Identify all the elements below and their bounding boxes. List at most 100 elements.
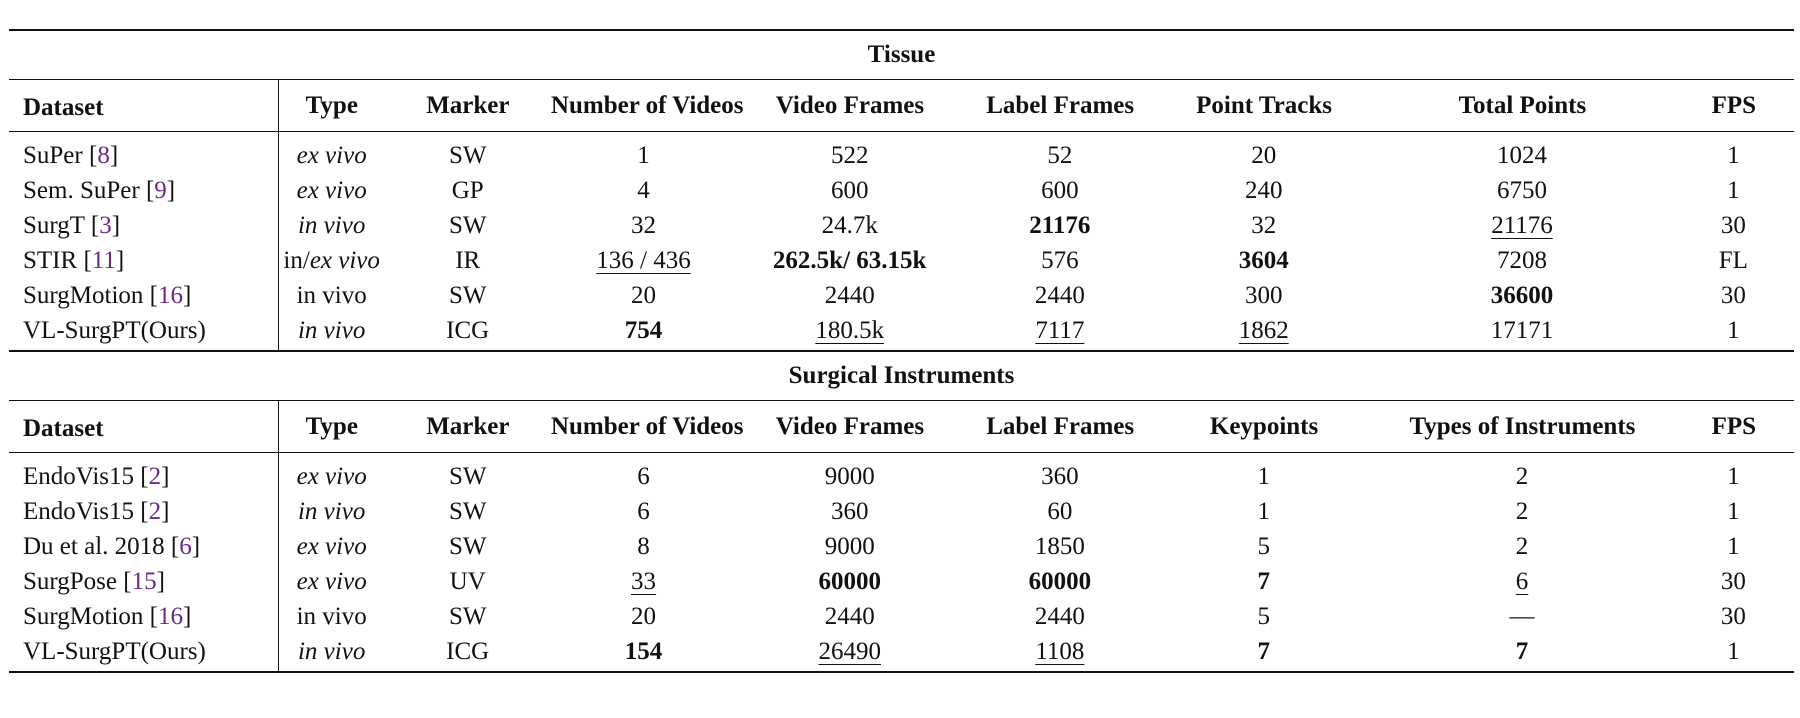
marker-cell: SW [448, 532, 487, 560]
type-cell: in vivo [297, 497, 366, 525]
value-cell: 8 [551, 529, 737, 564]
marker-cell: ICG [446, 316, 490, 344]
value-cell: 21176 [963, 208, 1157, 243]
value-cell: — [1371, 599, 1673, 634]
type-value: ex vivo [309, 246, 380, 274]
citation-link[interactable]: 6 [179, 532, 192, 560]
cell-value: 60000 [1028, 567, 1092, 595]
dataset-name-cell: Sem. SuPer [9] [9, 173, 279, 208]
citation-link[interactable]: 16 [157, 281, 183, 309]
table-rule [9, 29, 1794, 31]
value-cell: 3604 [1157, 243, 1371, 278]
cell-value: 2 [1515, 462, 1529, 490]
value-cell: 9000 [736, 529, 963, 564]
value-cell: 2440 [963, 278, 1157, 313]
dataset-name-cell: SurgPose [15] [9, 564, 279, 599]
value-cell: 32 [551, 208, 737, 243]
cell-value: 7 [1515, 637, 1529, 665]
dataset-name-cell: SuPer [8] [9, 132, 279, 173]
value-cell: 1108 [963, 634, 1157, 671]
marker-cell: SW [448, 602, 487, 630]
cell-value: 52 [1047, 141, 1073, 169]
dataset-name-cell: Du et al. 2018 [6] [9, 529, 279, 564]
cell-value: 2440 [824, 281, 875, 309]
table-rule [9, 452, 1794, 453]
citation-link[interactable]: 8 [97, 141, 110, 169]
dataset-name-cell: VL-SurgPT(Ours) [9, 313, 279, 350]
value-cell: 2 [1371, 494, 1673, 529]
cell-value: 36600 [1490, 281, 1554, 309]
cell-value: 240 [1244, 176, 1283, 204]
value-cell: 1 [1157, 453, 1371, 494]
dataset-name-cell: STIR [11] [9, 243, 279, 278]
column-header: Video Frames [775, 412, 925, 440]
value-cell: 36600 [1371, 278, 1673, 313]
citation-link[interactable]: 16 [157, 602, 183, 630]
dataset-name-cell: VL-SurgPT(Ours) [9, 634, 279, 671]
value-cell: 576 [963, 243, 1157, 278]
value-cell: 2 [1371, 453, 1673, 494]
cell-value: 1 [1257, 462, 1270, 490]
citation-link[interactable]: 3 [99, 211, 112, 239]
cell-value: 5 [1257, 602, 1270, 630]
value-cell: 262.5k/ 63.15k [736, 243, 963, 278]
header-row: Dataset Type Marker Number of Videos Video F… [9, 80, 1794, 131]
table-rule [9, 131, 1794, 132]
type-cell: in vivo [296, 281, 367, 309]
value-cell: 20 [551, 278, 737, 313]
table-row: Sem. SuPer [9] ex vivo GP 4 600 600 240 6750 1 [9, 173, 1794, 208]
cell-value: 2 [1515, 497, 1529, 525]
type-cell: ex vivo [296, 567, 367, 595]
value-cell: 7117 [963, 313, 1157, 350]
section-body: SuPer [8] ex vivo SW 1 522 52 20 1024 1 Sem. SuPe… [9, 132, 1794, 350]
citation-link[interactable]: 15 [131, 567, 157, 595]
cell-value: — [1509, 602, 1535, 630]
table-rule [9, 79, 1794, 80]
marker-cell: UV [449, 567, 486, 595]
citation-link[interactable]: 2 [148, 462, 162, 490]
type-cell: ex vivo [296, 462, 367, 490]
value-cell: 6 [1371, 564, 1673, 599]
citation-link[interactable]: 11 [91, 246, 116, 274]
table-row: SurgMotion [16] in vivo SW 20 2440 2440 5 — 30 [9, 599, 1794, 634]
value-cell: FL [1673, 243, 1793, 278]
table-row: EndoVis15 [2] ex vivo SW 6 9000 360 1 2 1 [9, 453, 1794, 494]
dataset-name: SurgT [23, 211, 85, 239]
cell-value: 1 [1727, 532, 1740, 560]
dataset-name: EndoVis15 [23, 497, 134, 525]
cell-value: 180.5k [815, 316, 885, 344]
cell-value: 21176 [1491, 211, 1553, 239]
cell-value: 1 [1727, 316, 1740, 344]
column-header: Point Tracks [1196, 91, 1333, 119]
marker-cell: SW [448, 462, 487, 490]
cell-value: 600 [1041, 176, 1079, 204]
value-cell: 30 [1673, 599, 1793, 634]
column-header: Number of Videos [550, 412, 744, 440]
value-cell: 24.7k [736, 208, 963, 243]
cell-value: 2 [1515, 532, 1529, 560]
marker-cell: GP [451, 176, 484, 204]
value-cell: 154 [551, 634, 737, 671]
citation-link[interactable]: 9 [154, 176, 167, 204]
cell-value: 1 [1727, 141, 1740, 169]
marker-cell: SW [448, 141, 487, 169]
value-cell: 1850 [963, 529, 1157, 564]
cell-value: 2440 [1034, 602, 1085, 630]
cell-value: 20 [631, 602, 657, 630]
column-header: Type [305, 91, 358, 119]
value-cell: 6 [551, 494, 737, 529]
citation-link[interactable]: 2 [148, 497, 162, 525]
dataset-name: SurgMotion [23, 281, 144, 309]
cell-value: 24.7k [821, 211, 878, 239]
cell-value: 7 [1257, 637, 1270, 665]
cell-value: 1 [1727, 462, 1740, 490]
value-cell: 1 [1673, 453, 1793, 494]
dataset-name-cell: EndoVis15 [2] [9, 494, 279, 529]
column-header: FPS [1711, 91, 1757, 119]
value-cell: 60 [963, 494, 1157, 529]
cell-value: 522 [830, 141, 869, 169]
table-row: SurgT [3] in vivo SW 32 24.7k 21176 32 21176 30 [9, 208, 1794, 243]
value-cell: 17171 [1371, 313, 1673, 350]
value-cell: 522 [736, 132, 963, 173]
table-row: STIR [11] in/ex vivo IR 136 / 436 262.5k/ 63… [9, 243, 1794, 278]
